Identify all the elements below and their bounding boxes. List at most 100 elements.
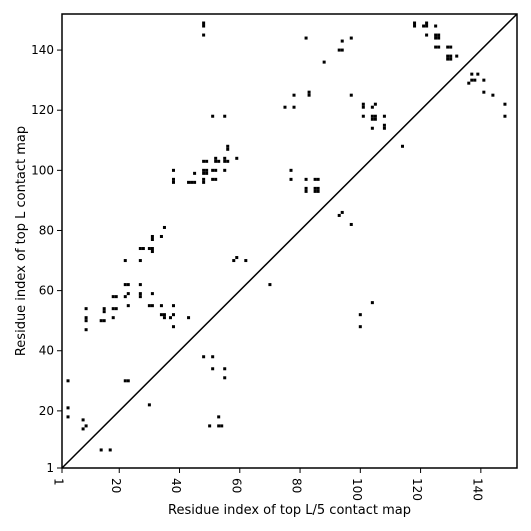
contact-point (446, 45, 450, 49)
contact-point (141, 247, 145, 251)
contact-point (289, 168, 293, 172)
contact-point (358, 325, 362, 329)
contact-point (470, 78, 474, 82)
contact-point (193, 171, 197, 175)
x-tick-label: 1 (52, 478, 66, 486)
contact-point (373, 117, 377, 121)
contact-point (223, 168, 227, 172)
contact-point (138, 283, 142, 287)
contact-point (162, 225, 166, 229)
contact-point (202, 177, 206, 181)
contact-point (138, 295, 142, 299)
contact-point (313, 177, 317, 181)
contact-point (84, 307, 88, 311)
contact-point (370, 126, 374, 130)
contact-point (190, 180, 194, 184)
contact-point (205, 159, 209, 163)
contact-point (211, 355, 215, 359)
contact-point (66, 379, 70, 383)
contact-point (123, 283, 127, 287)
contact-point (400, 144, 404, 148)
contact-point (370, 117, 374, 121)
y-tick-label: 60 (39, 284, 54, 298)
contact-point (235, 256, 239, 260)
contact-point (171, 168, 175, 172)
contact-point (244, 259, 248, 263)
contact-point (223, 376, 227, 380)
contact-point (437, 33, 441, 37)
contact-point (214, 159, 218, 163)
contact-point (223, 114, 227, 118)
contact-point (491, 93, 495, 97)
contact-point (373, 102, 377, 106)
contact-point (217, 415, 221, 419)
contact-point (340, 210, 344, 214)
contact-point (283, 105, 287, 109)
contact-point (84, 328, 88, 332)
contact-point (111, 295, 115, 299)
contact-point (81, 418, 85, 422)
contact-point (202, 168, 206, 172)
contact-point (370, 105, 374, 109)
contact-point (150, 304, 154, 308)
contact-point (202, 21, 206, 25)
contact-point (446, 54, 450, 58)
contact-point (313, 189, 317, 193)
contact-point (171, 304, 175, 308)
contact-point (340, 39, 344, 43)
x-tick-label: 100 (350, 478, 364, 501)
contact-point (307, 90, 311, 94)
contact-point (84, 316, 88, 320)
contact-point (434, 36, 438, 40)
x-tick-label: 20 (109, 478, 123, 493)
y-tick-label: 80 (39, 223, 54, 237)
contact-point (503, 114, 507, 118)
contact-point (202, 355, 206, 359)
x-tick-label: 80 (290, 478, 304, 493)
contact-point (202, 171, 206, 175)
contact-point (217, 159, 221, 163)
contact-point (361, 102, 365, 106)
contact-point (304, 186, 308, 190)
contact-point (193, 180, 197, 184)
contact-point (289, 177, 293, 181)
contact-point (202, 33, 206, 37)
x-tick-label: 60 (229, 478, 243, 493)
contact-points (66, 21, 507, 452)
contact-point (425, 21, 429, 25)
contact-point (223, 159, 227, 163)
contact-point (337, 48, 341, 52)
contact-point (361, 105, 365, 109)
contact-point (162, 313, 166, 317)
contact-point (413, 24, 417, 28)
contact-point (81, 427, 85, 431)
contact-point (147, 304, 151, 308)
x-tick-label: 140 (470, 478, 484, 501)
x-tick-label: 40 (169, 478, 183, 493)
contact-point (123, 259, 127, 263)
contact-point (446, 57, 450, 61)
contact-point (171, 180, 175, 184)
contact-point (223, 156, 227, 160)
contact-point (304, 189, 308, 193)
contact-point (211, 177, 215, 181)
contact-point (307, 93, 311, 97)
contact-point (449, 57, 453, 61)
contact-point (370, 114, 374, 118)
contact-point (449, 45, 453, 49)
contact-point (292, 93, 296, 97)
contact-point (482, 78, 486, 82)
contact-point (159, 313, 163, 317)
contact-point (114, 295, 118, 299)
contact-point (150, 247, 154, 251)
contact-point (147, 403, 151, 407)
contact-point (138, 259, 142, 263)
y-tick-label: 140 (31, 43, 54, 57)
x-axis-ticks: 1 20 40 60 80 100 120 140 (52, 468, 484, 501)
contact-point (205, 171, 209, 175)
contact-point (316, 177, 320, 181)
contact-point (123, 379, 127, 383)
contact-point (382, 126, 386, 130)
